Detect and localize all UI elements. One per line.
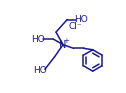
Text: HO: HO bbox=[74, 15, 88, 24]
Text: HO: HO bbox=[33, 66, 47, 75]
Text: HO: HO bbox=[31, 35, 45, 44]
Text: Cl⁻: Cl⁻ bbox=[68, 22, 82, 31]
Text: N: N bbox=[59, 40, 67, 50]
Text: +: + bbox=[63, 39, 69, 44]
